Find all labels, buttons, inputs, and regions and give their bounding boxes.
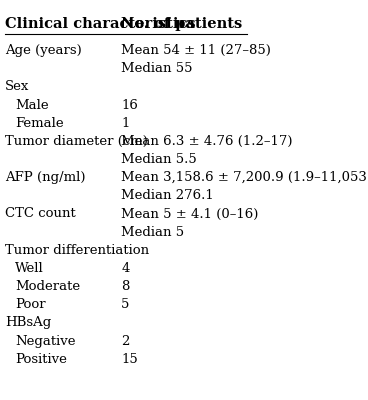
Text: Female: Female xyxy=(15,117,64,130)
Text: Male: Male xyxy=(15,99,49,112)
Text: Mean 6.3 ± 4.76 (1.2–17): Mean 6.3 ± 4.76 (1.2–17) xyxy=(121,135,293,148)
Text: 1: 1 xyxy=(121,117,130,130)
Text: Well: Well xyxy=(15,262,44,275)
Text: 16: 16 xyxy=(121,99,138,112)
Text: Positive: Positive xyxy=(15,353,67,366)
Text: Median 55: Median 55 xyxy=(121,62,193,75)
Text: Sex: Sex xyxy=(5,80,29,94)
Text: Negative: Negative xyxy=(15,334,76,348)
Text: Moderate: Moderate xyxy=(15,280,80,293)
Text: AFP (ng/ml): AFP (ng/ml) xyxy=(5,171,86,184)
Text: CTC count: CTC count xyxy=(5,208,76,220)
Text: Tumor differentiation: Tumor differentiation xyxy=(5,244,149,257)
Text: 8: 8 xyxy=(121,280,130,293)
Text: Mean 3,158.6 ± 7,200.9 (1.9–11,053.3): Mean 3,158.6 ± 7,200.9 (1.9–11,053.3) xyxy=(121,171,368,184)
Text: 15: 15 xyxy=(121,353,138,366)
Text: 4: 4 xyxy=(121,262,130,275)
Text: Median 5: Median 5 xyxy=(121,226,184,239)
Text: Poor: Poor xyxy=(15,298,46,311)
Text: 5: 5 xyxy=(121,298,130,311)
Text: HBsAg: HBsAg xyxy=(5,316,52,329)
Text: No. of patients: No. of patients xyxy=(121,16,243,30)
Text: Tumor diameter (cm): Tumor diameter (cm) xyxy=(5,135,148,148)
Text: Mean 5 ± 4.1 (0–16): Mean 5 ± 4.1 (0–16) xyxy=(121,208,259,220)
Text: Age (years): Age (years) xyxy=(5,44,82,57)
Text: Clinical characteristics: Clinical characteristics xyxy=(5,16,196,30)
Text: 2: 2 xyxy=(121,334,130,348)
Text: Median 276.1: Median 276.1 xyxy=(121,189,214,202)
Text: Mean 54 ± 11 (27–85): Mean 54 ± 11 (27–85) xyxy=(121,44,271,57)
Text: Median 5.5: Median 5.5 xyxy=(121,153,197,166)
